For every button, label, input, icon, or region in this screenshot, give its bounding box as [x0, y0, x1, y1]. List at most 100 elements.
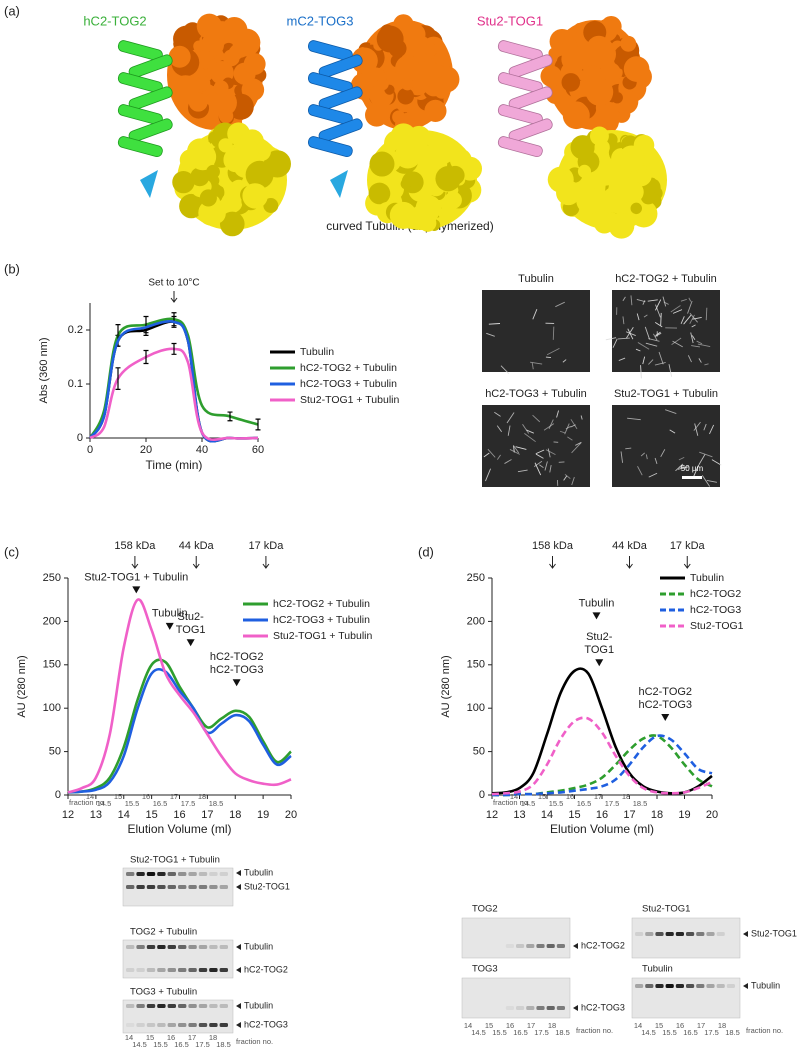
microtubule	[662, 296, 667, 307]
gels: Stu2-TOG1 + Tubulin Tubulin Stu2-TOG1 TOG2 …	[122, 855, 797, 1049]
microtubule	[655, 304, 661, 318]
series-line	[89, 347, 259, 441]
blob-lobe	[213, 80, 229, 96]
panel-label: (b)	[4, 261, 20, 276]
microtubule	[660, 312, 662, 326]
microtubule	[665, 409, 677, 414]
gel-band	[167, 945, 176, 949]
microtubule	[701, 475, 711, 487]
gel-band	[178, 885, 187, 889]
gel-band	[686, 984, 695, 988]
x-tick-label: 20	[140, 444, 152, 456]
fraction-number: 18.5	[725, 1028, 740, 1037]
y-tick-label: 0	[55, 789, 61, 801]
fraction-number: 17.5	[704, 1028, 719, 1037]
microtubule	[683, 314, 692, 325]
gel-band	[136, 1023, 145, 1027]
blob-lobe	[608, 212, 635, 239]
gel-band	[188, 1004, 197, 1008]
legend-label: hC2-TOG3	[690, 604, 741, 616]
size-marker-arrow	[549, 556, 556, 569]
peak-label: hC2-TOG2	[210, 651, 264, 663]
gel-band	[167, 872, 176, 876]
gel-band	[157, 1004, 166, 1008]
fraction-number: 16	[676, 1021, 684, 1030]
gel-band	[126, 885, 135, 889]
x-tick-label: 12	[62, 809, 74, 821]
legend-label: hC2-TOG3 + Tubulin	[300, 378, 397, 390]
blob-lobe	[397, 87, 414, 105]
microtubule	[524, 433, 536, 443]
blob-lobe	[365, 103, 389, 127]
x-tick-label: 15	[146, 809, 158, 821]
microtubule	[698, 358, 702, 363]
gel-band	[198, 1004, 208, 1008]
peak-label: Stu2-	[178, 611, 205, 623]
fraction-number: 17.5	[605, 799, 620, 808]
size-marker-arrow	[192, 556, 200, 569]
microtubule	[672, 340, 683, 348]
gel-band	[209, 968, 218, 972]
blob-lobe	[179, 193, 204, 219]
gel-band	[157, 1023, 166, 1027]
gel-title: TOG3	[472, 964, 498, 975]
microtubule	[648, 359, 654, 365]
microtubule	[622, 296, 626, 302]
gel	[461, 917, 571, 959]
gel-band	[675, 932, 684, 936]
gel-band	[209, 1004, 218, 1008]
fraction-label: fraction no.	[236, 1037, 273, 1046]
microtubule	[500, 365, 510, 374]
microtubule	[532, 414, 541, 423]
gel-band	[126, 872, 135, 876]
legend-label: hC2-TOG2 + Tubulin	[300, 362, 397, 374]
gel-band	[136, 968, 145, 972]
size-marker-arrow	[262, 556, 270, 569]
micrograph	[482, 290, 590, 372]
x-tick-label: 16	[173, 809, 185, 821]
gel-band	[188, 885, 197, 889]
blob-lobe	[608, 175, 636, 204]
x-axis-label: Elution Volume (ml)	[127, 822, 231, 836]
microtubule	[507, 425, 511, 436]
microtubule	[555, 301, 565, 308]
microtubule	[486, 332, 495, 337]
peak-arrow	[186, 639, 195, 647]
micrograph	[612, 405, 720, 487]
microtubule	[691, 324, 696, 328]
microtubule	[654, 299, 662, 311]
legend-label: hC2-TOG2 + Tubulin	[273, 598, 370, 610]
blob-lobe	[206, 164, 220, 179]
blob-lobe	[351, 47, 378, 74]
gel-band	[126, 968, 135, 972]
microtubule	[627, 328, 634, 340]
microtubule	[605, 337, 617, 341]
gel-band	[706, 932, 715, 936]
gel-band-label: Stu2-TOG1	[244, 881, 290, 891]
fraction-number: 16	[506, 1021, 514, 1030]
blob-lobe	[263, 198, 279, 213]
gel-band	[706, 984, 715, 988]
blob-lobe	[187, 138, 214, 165]
gel-pointer	[236, 870, 241, 876]
gel-band	[188, 872, 197, 876]
blob-lobe	[652, 167, 667, 181]
blob-lobe	[199, 189, 217, 207]
microtubule	[504, 459, 512, 464]
microtubule	[532, 308, 538, 320]
microtubule	[705, 307, 708, 321]
fraction-number: 17.5	[181, 799, 196, 808]
gel-band	[126, 1023, 135, 1027]
peak-label: hC2-TOG3	[210, 664, 264, 676]
gel-band	[198, 1023, 208, 1027]
gel-pointer	[236, 944, 241, 950]
microtubule	[522, 423, 530, 434]
series-line	[67, 658, 292, 794]
fraction-number: 18	[548, 1021, 556, 1030]
microtubule	[678, 456, 685, 461]
blob-lobe	[561, 73, 581, 92]
gel-title: TOG2	[472, 904, 498, 915]
gel-band	[516, 944, 525, 948]
microtubule	[625, 331, 636, 336]
microtubule	[548, 419, 554, 430]
